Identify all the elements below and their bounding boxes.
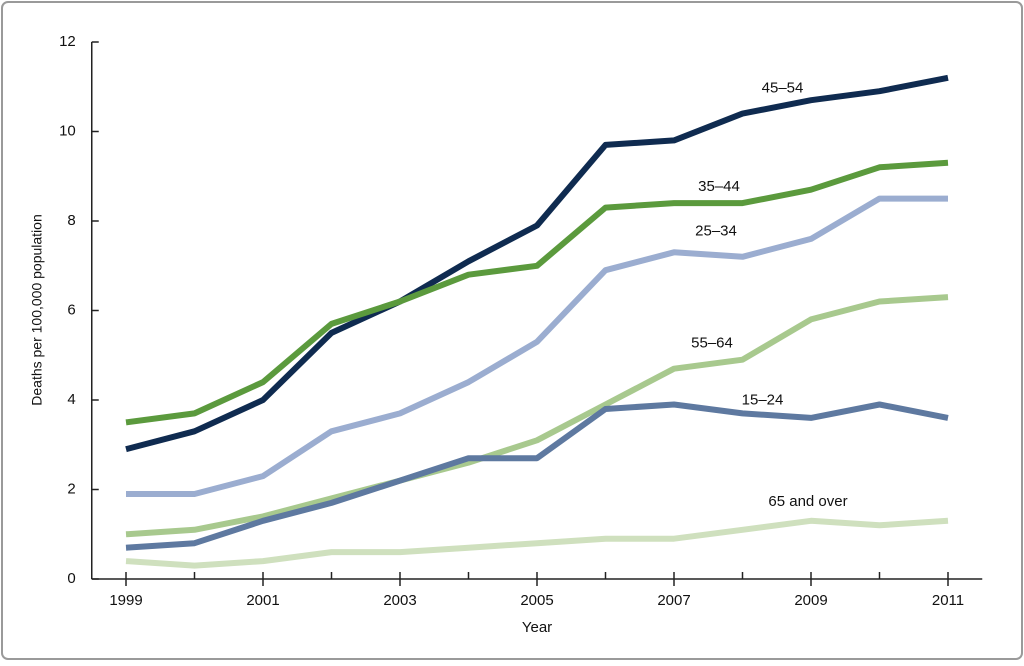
series-label: 55–64: [691, 335, 733, 352]
x-tick-label: 2007: [657, 592, 690, 609]
y-tick-label: 8: [67, 212, 75, 229]
x-tick-label: 2009: [794, 592, 827, 609]
series-line: [125, 517, 949, 569]
x-tick-label: 2003: [383, 592, 416, 609]
y-axis-label: Deaths per 100,000 population: [29, 214, 45, 405]
series-label: 65 and over: [768, 493, 847, 510]
x-axis-label: Year: [522, 619, 552, 636]
y-tick-label: 4: [67, 391, 75, 408]
series-line: [126, 195, 948, 497]
series-line: [125, 74, 949, 453]
series-line: [125, 159, 949, 426]
y-tick-label: 12: [59, 33, 76, 50]
y-tick-label: 2: [67, 480, 75, 497]
series-label: 25–34: [695, 222, 737, 239]
y-tick-label: 10: [59, 122, 76, 139]
x-tick-label: 2001: [246, 592, 279, 609]
series-label: 15–24: [742, 391, 784, 408]
y-tick-label: 0: [67, 570, 75, 587]
series-label: 45–54: [762, 80, 804, 97]
y-tick-label: 6: [67, 301, 75, 318]
x-tick-label: 2011: [932, 592, 964, 609]
series-line: [125, 401, 949, 551]
series-line: [125, 294, 949, 538]
x-tick-label: 2005: [520, 592, 553, 609]
x-tick-label: 1999: [109, 592, 142, 609]
series-label: 35–44: [698, 178, 740, 195]
